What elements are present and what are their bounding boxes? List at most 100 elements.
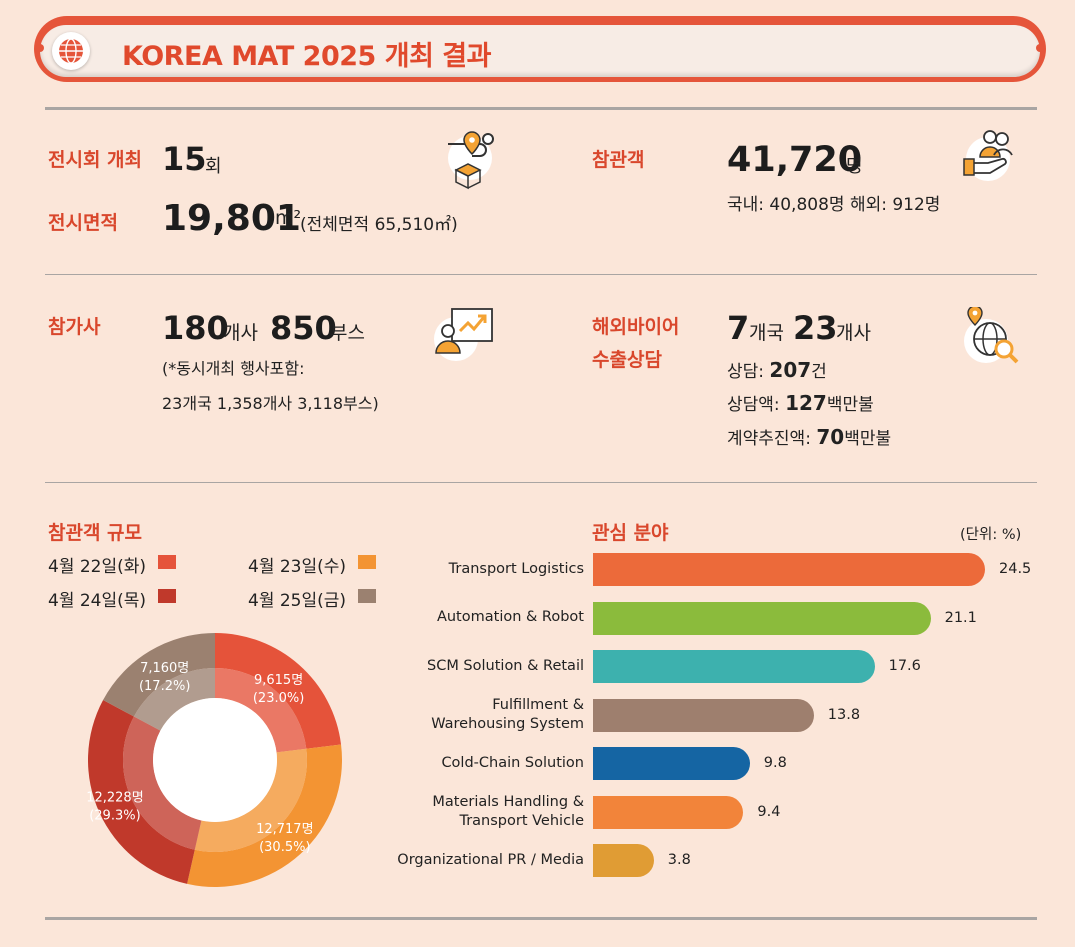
bar-category-label-line: Automation & Robot: [436, 609, 584, 625]
contract-row: 계약추진액: 70백만불: [727, 424, 891, 449]
buyers-value1: 7: [727, 309, 750, 347]
divider-1: [45, 274, 1037, 275]
donut-data-label: 12,717명: [256, 822, 313, 837]
area-unit: m²: [275, 207, 302, 229]
visitors-unit: 명: [846, 156, 863, 177]
divider-top: [45, 107, 1037, 110]
donut-data-label: 12,228명: [86, 791, 143, 806]
bar-category-label-line: Cold-Chain Solution: [441, 754, 584, 771]
bar-category-label: Organizational PR / Media: [397, 851, 584, 870]
legend-label: 4월 25일(금): [248, 591, 347, 611]
globe-icon: [52, 32, 90, 70]
bar-category-label: Materials Handling & Transport Vehicle: [432, 793, 584, 831]
global-search-icon: [964, 307, 1019, 364]
amount-unit: 백만불: [826, 395, 874, 415]
title-banner-inner: [40, 25, 1040, 77]
legend-swatch-0424: [158, 589, 176, 603]
donut-data-label: (23.0%): [253, 691, 304, 706]
amount-value: 127: [785, 391, 827, 415]
presentation-icon: [434, 308, 493, 361]
amount-label: 상담액:: [727, 395, 780, 415]
bar: [593, 844, 654, 877]
legend-item-0425: 4월 25일(금): [248, 586, 346, 611]
consult-value: 207: [769, 358, 812, 382]
unit-note: (단위: %): [960, 527, 1022, 543]
bar-category-label-line: Fulfillment &: [492, 696, 584, 713]
legend-swatch-0422: [158, 555, 176, 569]
donut-inner-highlight: [215, 668, 307, 753]
bar-category-label: Automation & Robot: [437, 608, 584, 627]
participants-note1: (*동시개최 행사포함:: [162, 359, 305, 378]
donut-data-label: 7,160명: [140, 661, 189, 676]
donut-inner-slice: [215, 668, 307, 753]
consult-unit: 건: [811, 362, 827, 382]
exhibitions-unit: 회: [205, 156, 222, 177]
interest-chart-title: 관심 분야: [592, 522, 669, 544]
legend-item-0424: 4월 24일(목): [48, 586, 146, 611]
donut-slice: [187, 744, 342, 887]
donut-slice: [103, 633, 215, 717]
bar-category-label-line: SCM Solution & Retail: [426, 657, 584, 674]
donut-hole: [153, 698, 277, 822]
area-note: (전체면적 65,510㎡): [300, 215, 458, 235]
donut-data-label: (30.5%): [259, 840, 310, 855]
bar-value-label: 3.8: [667, 852, 691, 868]
donut-inner-highlight: [194, 748, 307, 852]
participants-unit2: 부스: [330, 322, 365, 344]
bar-value-label: 9.4: [757, 803, 781, 820]
bar-category-label: Cold-Chain Solution: [441, 754, 584, 773]
buyers-value2: 23: [793, 309, 838, 347]
bar-category-label-line: Warehousing System: [431, 715, 584, 732]
bar: [593, 795, 744, 829]
visitors-detail: 국내: 40,808명 해외: 912명: [727, 195, 941, 215]
bar-value-label: 13.8: [827, 706, 861, 723]
bar: [593, 650, 875, 683]
legend-label: 4월 22일(화): [48, 557, 147, 577]
bar: [593, 601, 931, 635]
bar-category-label: SCM Solution & Retail: [427, 657, 584, 676]
banner-right-dot: [1036, 44, 1044, 52]
bar: [593, 747, 750, 780]
buyers-unit2: 개사: [836, 322, 871, 344]
donut-inner-highlight: [133, 668, 215, 731]
visitors-label: 참관객: [592, 149, 645, 171]
bar-category-label-line: Organizational PR / Media: [397, 851, 584, 868]
participants-value1: 180: [162, 309, 229, 347]
donut-inner-slice: [194, 748, 307, 852]
bar-value-label: 17.6: [888, 658, 921, 674]
bar-value-label: 24.5: [999, 561, 1032, 577]
area-value: 19,801: [162, 198, 301, 239]
buyers-unit1: 개국: [749, 322, 784, 344]
contract-value: 70: [816, 425, 845, 449]
legend-swatch-0423: [358, 555, 376, 569]
bar-value-label: 21.1: [944, 609, 977, 626]
exhibitions-value: 15: [162, 140, 207, 178]
legend-swatch-0425: [358, 589, 376, 603]
donut-inner-slice: [133, 668, 215, 731]
legend-label: 4월 24일(목): [48, 591, 147, 611]
donut-data-label: (17.2%): [139, 679, 190, 694]
bar-category-label: Fulfillment & Warehousing System: [431, 696, 584, 734]
visitors-value: 41,720: [727, 140, 863, 180]
legend-item-0422: 4월 22일(화): [48, 552, 146, 577]
contract-label: 계약추진액:: [727, 429, 811, 449]
bar-category-label-line: Transport Vehicle: [459, 812, 584, 829]
exhibitions-label: 전시회 개최: [48, 149, 143, 171]
donut-inner-highlight: [123, 716, 202, 850]
banner-left-dot: [36, 44, 44, 52]
participants-value2: 850: [270, 309, 337, 347]
donut-slice: [215, 633, 342, 749]
divider-2: [45, 482, 1037, 483]
visitor-donut-chart: 9,615명 (23.0%) 12,717명 (30.5%) 12,228명 (29.3%…: [86, 633, 342, 887]
bar-category-label: Transport Logistics: [449, 560, 584, 579]
bar-value-label: 9.8: [763, 755, 787, 771]
buyers-label1: 해외바이어: [592, 316, 680, 338]
donut-inner-slice: [123, 716, 202, 850]
bar: [593, 553, 985, 586]
visitor-chart-title: 참관객 규모: [48, 522, 143, 544]
bar: [593, 698, 814, 732]
area-label: 전시면적: [48, 212, 118, 234]
divider-bottom: [45, 917, 1037, 920]
consult-row: 상담: 207건: [727, 357, 827, 382]
consult-label: 상담:: [727, 362, 765, 382]
